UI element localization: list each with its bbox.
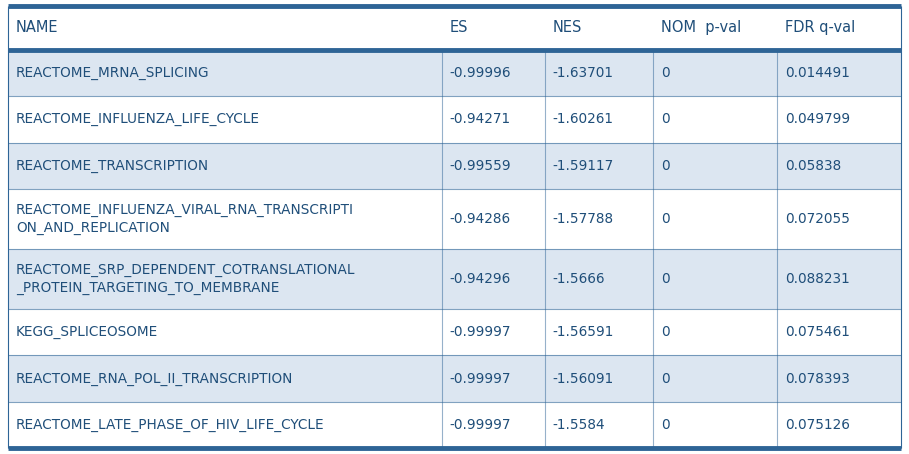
Text: -0.99996: -0.99996 (450, 66, 511, 80)
Bar (8, 189, 901, 249)
Text: ES: ES (450, 20, 468, 35)
Text: -1.63701: -1.63701 (553, 66, 614, 80)
Text: KEGG_SPLICEOSOME: KEGG_SPLICEOSOME (16, 326, 158, 339)
Text: -0.94271: -0.94271 (450, 113, 511, 126)
Text: -0.94286: -0.94286 (450, 212, 511, 226)
Text: REACTOME_MRNA_SPLICING: REACTOME_MRNA_SPLICING (16, 66, 209, 80)
Text: NAME: NAME (16, 20, 58, 35)
Text: 0: 0 (661, 272, 670, 286)
Text: 0.088231: 0.088231 (785, 272, 850, 286)
Text: 0.072055: 0.072055 (785, 212, 850, 226)
Bar (8, 355, 901, 402)
Text: FDR q-val: FDR q-val (785, 20, 855, 35)
Text: 0: 0 (661, 371, 670, 385)
Text: REACTOME_INFLUENZA_VIRAL_RNA_TRANSCRIPTI
ON_AND_REPLICATION: REACTOME_INFLUENZA_VIRAL_RNA_TRANSCRIPTI… (16, 203, 354, 235)
Text: NOM  p-val: NOM p-val (661, 20, 742, 35)
Text: -1.60261: -1.60261 (553, 113, 614, 126)
Text: -1.56091: -1.56091 (553, 371, 614, 385)
Text: NES: NES (553, 20, 582, 35)
Text: REACTOME_RNA_POL_II_TRANSCRIPTION: REACTOME_RNA_POL_II_TRANSCRIPTION (16, 371, 294, 385)
Text: 0.049799: 0.049799 (785, 113, 850, 126)
Text: -1.56591: -1.56591 (553, 326, 614, 339)
Text: 0: 0 (661, 159, 670, 173)
Text: REACTOME_TRANSCRIPTION: REACTOME_TRANSCRIPTION (16, 159, 209, 173)
Text: 0.014491: 0.014491 (785, 66, 850, 80)
Text: -1.57788: -1.57788 (553, 212, 614, 226)
Text: 0: 0 (661, 418, 670, 432)
Text: 0.078393: 0.078393 (785, 371, 850, 385)
Text: 0.075126: 0.075126 (785, 418, 850, 432)
Bar (8, 6, 901, 50)
Bar (8, 96, 901, 143)
Text: 0: 0 (661, 326, 670, 339)
Text: -0.99997: -0.99997 (450, 326, 511, 339)
Text: 0: 0 (661, 66, 670, 80)
Text: REACTOME_LATE_PHASE_OF_HIV_LIFE_CYCLE: REACTOME_LATE_PHASE_OF_HIV_LIFE_CYCLE (16, 418, 325, 432)
Text: -1.59117: -1.59117 (553, 159, 614, 173)
Bar (8, 309, 901, 355)
Bar (8, 143, 901, 189)
Text: 0.075461: 0.075461 (785, 326, 850, 339)
Text: -1.5584: -1.5584 (553, 418, 605, 432)
Text: -1.5666: -1.5666 (553, 272, 605, 286)
Text: -0.99559: -0.99559 (450, 159, 511, 173)
Text: REACTOME_INFLUENZA_LIFE_CYCLE: REACTOME_INFLUENZA_LIFE_CYCLE (16, 113, 260, 126)
Bar (8, 402, 901, 448)
Bar (8, 50, 901, 96)
Bar (8, 249, 901, 309)
Text: 0: 0 (661, 212, 670, 226)
Text: -0.99997: -0.99997 (450, 371, 511, 385)
Text: 0: 0 (661, 113, 670, 126)
Text: 0.05838: 0.05838 (785, 159, 842, 173)
Text: -0.94296: -0.94296 (450, 272, 511, 286)
Text: REACTOME_SRP_DEPENDENT_COTRANSLATIONAL
_PROTEIN_TARGETING_TO_MEMBRANE: REACTOME_SRP_DEPENDENT_COTRANSLATIONAL _… (16, 263, 355, 295)
Text: -0.99997: -0.99997 (450, 418, 511, 432)
